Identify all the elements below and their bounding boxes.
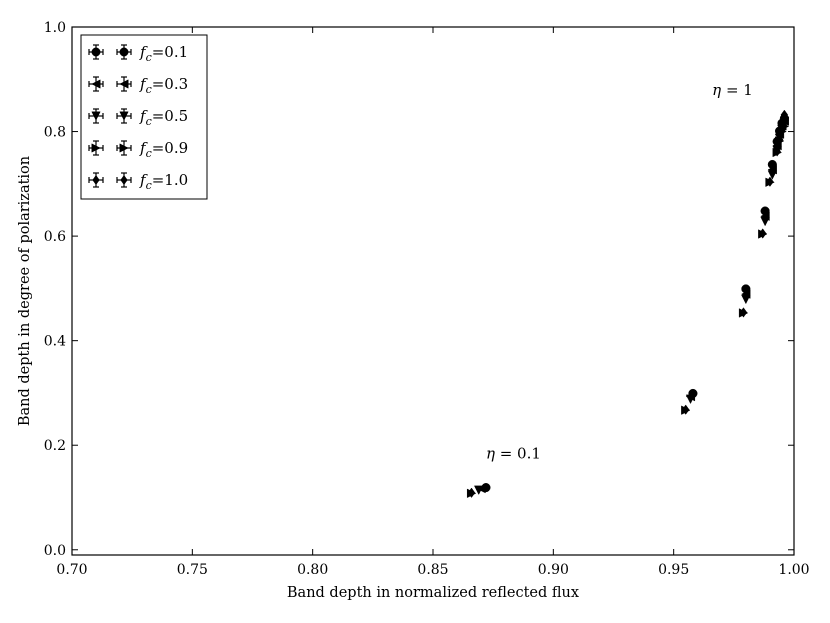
data-point-diamond — [467, 487, 476, 498]
legend-label: fc=0.9 — [139, 139, 188, 160]
data-point-diamond — [766, 176, 774, 187]
data-point-triangle-down — [685, 394, 696, 405]
data-markers — [466, 109, 790, 499]
x-tick-label: 0.75 — [177, 562, 208, 578]
y-tick-label: 0.8 — [44, 125, 66, 141]
legend-label: fc=0.1 — [139, 43, 188, 64]
legend-marker-diamond — [120, 174, 128, 186]
annotations: η = 0.1 η = 1 — [486, 81, 753, 462]
y-tick-label: 1.0 — [44, 20, 66, 36]
legend-marker-triangle-right — [119, 143, 129, 153]
legend-marker-triangle-right — [91, 143, 101, 153]
data-point-diamond — [775, 134, 784, 145]
legend-glyph-left — [88, 76, 104, 92]
legend-label: fc=0.5 — [139, 107, 188, 128]
x-tick-label: 0.90 — [538, 562, 569, 578]
y-tick-label: 0.2 — [44, 438, 66, 454]
legend-entry: fc=0.5 — [88, 107, 188, 128]
annotation-eta_high: η = 1 — [712, 81, 753, 99]
legend-glyph-right — [116, 76, 132, 92]
data-point-diamond — [780, 109, 789, 120]
tick-labels: 0.70 0.75 0.80 0.85 0.90 0.95 1.00 0.0 0.2 0.4 0.6… — [44, 20, 810, 578]
y-tick-label: 0.0 — [44, 543, 66, 559]
legend-glyph-right — [116, 140, 132, 156]
data-point-diamond — [681, 404, 690, 415]
legend-glyph-left — [88, 44, 104, 60]
annotation-eta_low: η = 0.1 — [486, 444, 541, 462]
data-point-diamond — [758, 228, 767, 239]
legend-marker-triangle-left — [119, 79, 129, 89]
legend-entry: fc=1.0 — [88, 171, 188, 192]
legend: fc=0.1 fc=0.3 fc=0.5 fc=0.9 fc=1.0 — [80, 34, 208, 200]
legend-entry: fc=0.3 — [88, 75, 188, 96]
x-tick-label: 0.70 — [56, 562, 87, 578]
legend-glyph-right — [116, 108, 132, 124]
legend-marker-triangle-down — [119, 111, 129, 121]
data-point-diamond — [778, 124, 786, 136]
data-point-triangle-down — [741, 294, 751, 305]
data-point-triangle-down — [760, 216, 770, 227]
legend-marker-triangle-down — [91, 111, 101, 121]
data-point-triangle-down — [474, 485, 484, 496]
y-axis-label: Band depth in degree of polarization — [17, 156, 33, 426]
legend-glyph-left — [88, 108, 104, 124]
data-point-diamond — [739, 307, 748, 318]
legend-entry: fc=0.9 — [88, 139, 188, 160]
y-tick-label: 0.4 — [44, 334, 66, 350]
legend-glyph-left — [88, 140, 104, 156]
x-tick-label: 0.85 — [417, 562, 448, 578]
legend-marker-circle — [91, 47, 101, 57]
legend-entry: fc=0.1 — [88, 43, 188, 64]
data-point-diamond — [773, 146, 781, 157]
plot-frame — [71, 26, 795, 556]
x-tick-label: 0.80 — [297, 562, 328, 578]
legend-marker-circle — [119, 47, 129, 57]
legend-box — [80, 34, 208, 200]
legend-glyph-right — [116, 172, 132, 188]
x-axis-label: Band depth in normalized reflected flux — [287, 585, 579, 601]
series-4 — [467, 109, 789, 498]
x-tick-label: 0.95 — [658, 562, 689, 578]
legend-glyph-right — [116, 44, 132, 60]
y-tick-label: 0.6 — [44, 229, 66, 245]
legend-label: fc=1.0 — [139, 171, 188, 192]
data-point-triangle-down — [767, 170, 778, 180]
x-tick-label: 1.00 — [778, 562, 809, 578]
legend-marker-triangle-left — [91, 79, 101, 89]
legend-marker-diamond — [92, 174, 100, 186]
legend-glyph-left — [88, 172, 104, 188]
legend-label: fc=0.3 — [139, 75, 188, 96]
